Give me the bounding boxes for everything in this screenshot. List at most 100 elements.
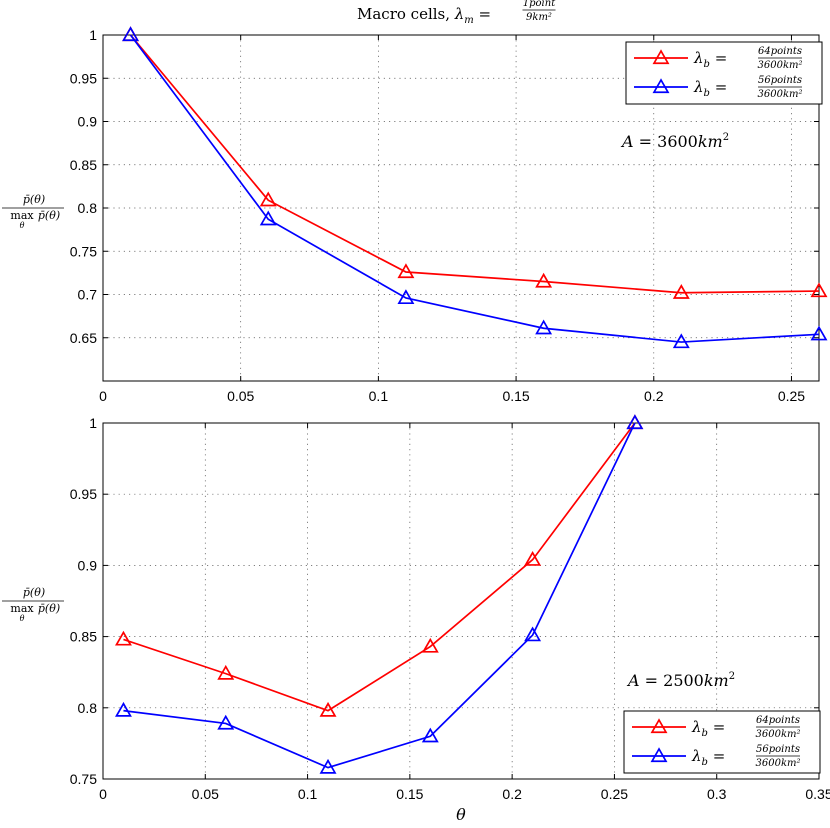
title-fraction: 1point 9km² <box>522 0 556 23</box>
legend-fraction: 64points 3600km² <box>756 715 801 740</box>
legend-label: λb = <box>691 747 725 768</box>
legend-label: λb = <box>691 718 725 739</box>
title-fraction-den: 9km² <box>526 12 552 23</box>
legend-bottom: λb = 64points 3600km² λb = 56points 3600km² <box>623 710 821 774</box>
x-tick-label: 0.15 <box>396 786 423 802</box>
y-label-max: max <box>10 602 34 615</box>
data-point <box>626 414 644 430</box>
y-tick-label: 0.8 <box>78 700 98 716</box>
legend-box <box>625 41 823 105</box>
data-point <box>626 414 644 430</box>
legend-fraction: 56points 3600km² <box>756 744 801 769</box>
y-tick-label: 0.9 <box>78 114 98 130</box>
legend-fraction: 56points 3600km² <box>758 75 803 100</box>
data-point <box>421 727 439 743</box>
series-2 <box>122 26 828 349</box>
x-tick-label: 0.3 <box>707 786 727 802</box>
series-2 <box>114 414 644 774</box>
x-tick-label: 0.1 <box>369 388 389 404</box>
legend-label: λb = <box>693 78 727 99</box>
x-tick-label: 0 <box>99 388 107 404</box>
legend-fraction-den: 3600km² <box>756 729 801 740</box>
x-tick-label: 0.25 <box>778 388 805 404</box>
legend-fraction-num: 64points <box>758 46 802 57</box>
series-line <box>129 34 820 294</box>
data-point <box>259 210 277 226</box>
legend-top: λb = 64points 3600km² λb = 56points 3600km² <box>625 41 823 105</box>
y-tick-label: 0.95 <box>70 486 97 502</box>
x-tick-label: 0.2 <box>644 388 664 404</box>
data-point <box>535 272 553 288</box>
data-point <box>217 664 235 680</box>
chart-panel-1: 0 0.05 0.1 0.15 0.2 0.25 0.65 0.7 0.75 0.8 0.85 0.9… <box>2 0 828 404</box>
x-tick-label: 0.05 <box>192 786 219 802</box>
annotation-area: A = 2500km2 <box>626 671 735 690</box>
data-point <box>672 333 690 349</box>
data-point <box>810 325 828 341</box>
legend-fraction-num: 64points <box>756 715 800 726</box>
data-point <box>421 637 439 653</box>
legend-marker <box>650 718 668 734</box>
y-tick-label: 0.85 <box>70 629 97 645</box>
legend-label: λb = <box>693 49 727 70</box>
legend-fraction-num: 56points <box>756 744 800 755</box>
legend-fraction-den: 3600km² <box>756 758 801 769</box>
plot-frame <box>102 422 820 780</box>
data-point <box>397 289 415 305</box>
data-point <box>319 701 337 717</box>
legend-marker <box>652 49 670 65</box>
data-point <box>114 630 132 646</box>
y-tick-label: 0.75 <box>70 243 97 259</box>
data-point <box>217 714 235 730</box>
data-point <box>810 282 828 298</box>
x-tick-label: 0.25 <box>601 786 628 802</box>
series-line <box>123 422 636 712</box>
legend-fraction-num: 56points <box>758 75 802 86</box>
legend-fraction-den: 3600km² <box>758 89 803 100</box>
y-label-numerator: p̄(θ) <box>23 193 45 206</box>
x-axis-label: θ <box>456 805 466 824</box>
annotation-area: A = 3600km2 <box>620 132 729 151</box>
x-tick-label: 0.15 <box>502 388 529 404</box>
data-point <box>672 284 690 299</box>
y-tick-label: 0.7 <box>78 287 98 303</box>
legend-fraction: 64points 3600km² <box>758 46 803 71</box>
title-fraction-num: 1point <box>523 0 556 9</box>
data-point <box>535 319 553 335</box>
series-line <box>123 422 636 769</box>
legend-box <box>623 710 821 774</box>
y-label-numerator: p̄(θ) <box>23 586 45 599</box>
y-tick-label: 0.8 <box>78 200 98 216</box>
y-tick-label: 1 <box>89 415 97 431</box>
y-tick-label: 0.85 <box>70 157 97 173</box>
y-label-sub: θ <box>20 221 25 230</box>
y-tick-label: 0.9 <box>78 557 98 573</box>
data-point <box>114 701 132 717</box>
legend-marker <box>652 78 670 94</box>
x-tick-label: 0.35 <box>805 786 830 802</box>
legend-marker <box>650 747 668 763</box>
chart-panel-2: 0 0.05 0.1 0.15 0.2 0.25 0.3 0.35 0.75 0.8 0.85 0.9… <box>2 414 830 824</box>
x-tick-label: 0 <box>99 786 107 802</box>
data-point <box>397 263 415 279</box>
title-text: Macro cells, λm = <box>357 5 491 26</box>
y-tick-label: 1 <box>89 27 97 43</box>
y-label-den: p̄(θ) <box>38 602 60 615</box>
legend-fraction-den: 3600km² <box>758 60 803 71</box>
x-tick-label: 0.2 <box>502 786 522 802</box>
y-tick-label: 0.75 <box>70 771 97 787</box>
y-label-sub: θ <box>20 614 25 623</box>
data-point <box>122 26 140 42</box>
y-tick-label: 0.65 <box>70 330 97 346</box>
y-tick-label: 0.95 <box>70 70 97 86</box>
y-label-den: p̄(θ) <box>38 209 60 222</box>
y-label-max: max <box>10 209 34 222</box>
x-tick-label: 0.1 <box>298 786 318 802</box>
data-point <box>319 758 337 774</box>
series-line <box>129 34 820 343</box>
data-point <box>122 26 140 42</box>
data-point <box>259 191 277 207</box>
